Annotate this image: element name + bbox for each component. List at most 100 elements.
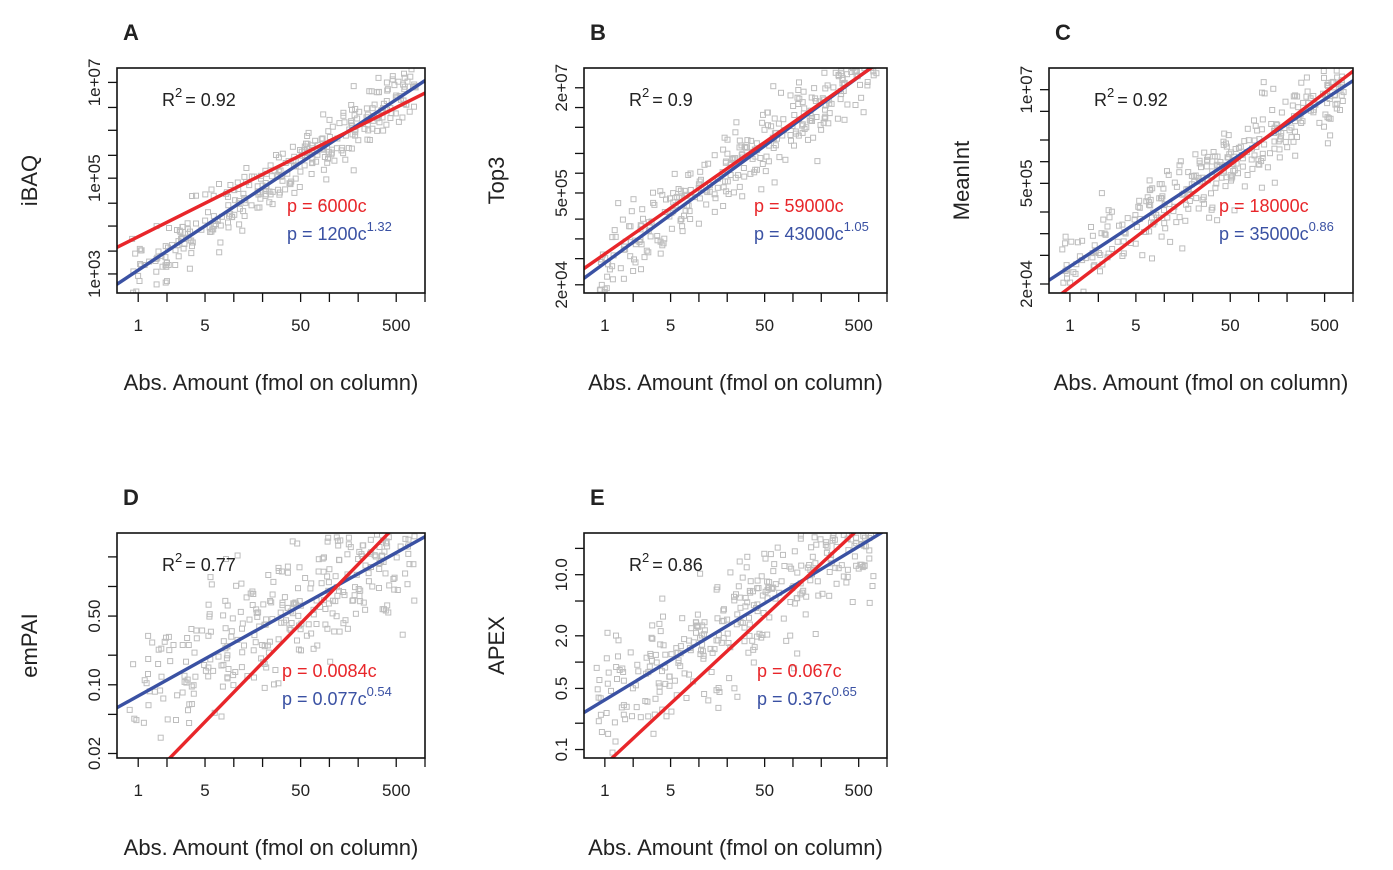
data-point bbox=[752, 166, 759, 173]
y-tick-label: 0.10 bbox=[85, 668, 104, 701]
data-point bbox=[741, 638, 748, 645]
data-point bbox=[335, 542, 342, 549]
data-point bbox=[216, 181, 222, 187]
data-point bbox=[325, 128, 332, 135]
data-point bbox=[295, 612, 302, 619]
data-point bbox=[199, 627, 206, 634]
data-point bbox=[229, 615, 236, 622]
y-tick-label: 0.1 bbox=[552, 738, 571, 762]
data-point bbox=[693, 629, 699, 636]
data-point bbox=[858, 561, 865, 568]
data-point bbox=[817, 536, 824, 543]
x-tick-label: 5 bbox=[666, 781, 675, 800]
data-point bbox=[141, 677, 148, 684]
data-point bbox=[1185, 169, 1192, 176]
data-point bbox=[383, 540, 389, 547]
data-point bbox=[324, 538, 331, 545]
data-point bbox=[190, 690, 197, 697]
data-point bbox=[759, 161, 766, 167]
data-point bbox=[754, 585, 761, 592]
data-point bbox=[641, 254, 648, 261]
data-point bbox=[350, 83, 357, 90]
data-point bbox=[254, 183, 261, 190]
data-point bbox=[248, 202, 255, 209]
data-point bbox=[225, 666, 232, 672]
data-point bbox=[326, 566, 333, 573]
data-point bbox=[768, 123, 775, 130]
data-point bbox=[832, 69, 839, 76]
data-point bbox=[807, 117, 814, 124]
data-point bbox=[254, 204, 261, 211]
data-point bbox=[340, 109, 347, 116]
x-axis: 1 5 50 500 bbox=[133, 758, 426, 800]
data-point bbox=[609, 276, 616, 283]
data-point bbox=[188, 701, 195, 707]
power-fit-line bbox=[117, 534, 425, 710]
data-point bbox=[1270, 85, 1277, 92]
x-tick-label: 5 bbox=[666, 316, 675, 335]
data-point bbox=[320, 111, 327, 118]
data-point bbox=[189, 243, 195, 250]
data-point bbox=[766, 579, 773, 586]
data-point bbox=[650, 189, 656, 196]
x-axis-label: Abs. Amount (fmol on column) bbox=[1054, 370, 1349, 395]
data-point bbox=[350, 167, 357, 174]
data-point bbox=[612, 233, 619, 240]
data-point bbox=[627, 649, 634, 656]
data-point bbox=[866, 599, 873, 606]
data-point bbox=[701, 691, 708, 697]
data-point bbox=[402, 535, 409, 542]
data-point bbox=[657, 238, 664, 245]
data-point bbox=[598, 729, 605, 735]
data-point bbox=[1176, 162, 1183, 169]
data-point bbox=[269, 591, 276, 598]
data-point bbox=[405, 536, 412, 543]
data-point bbox=[695, 623, 702, 630]
data-point bbox=[1161, 220, 1168, 227]
linear-fit-equation: p = 0.0084c bbox=[282, 661, 377, 681]
data-point bbox=[778, 89, 784, 96]
data-point bbox=[268, 173, 275, 180]
data-point bbox=[325, 534, 332, 541]
data-point bbox=[208, 581, 215, 588]
data-point bbox=[249, 602, 256, 608]
data-point bbox=[1097, 268, 1103, 275]
data-point bbox=[1074, 239, 1081, 246]
data-point bbox=[844, 566, 851, 573]
data-point bbox=[389, 76, 396, 83]
data-point bbox=[858, 94, 865, 101]
data-point bbox=[844, 101, 851, 108]
data-point bbox=[241, 173, 248, 180]
data-point bbox=[411, 533, 418, 540]
data-point bbox=[329, 146, 335, 153]
data-point bbox=[193, 627, 200, 634]
data-point bbox=[189, 193, 196, 199]
data-point bbox=[853, 68, 860, 74]
data-point bbox=[826, 592, 833, 599]
data-point bbox=[681, 636, 688, 643]
data-point bbox=[759, 119, 766, 126]
data-point bbox=[292, 599, 299, 606]
data-point bbox=[730, 189, 737, 196]
data-point bbox=[362, 606, 369, 613]
data-point bbox=[771, 561, 778, 568]
data-point bbox=[239, 620, 246, 627]
y-tick-label: 2.0 bbox=[552, 624, 571, 648]
data-point bbox=[720, 607, 727, 614]
data-point bbox=[1177, 158, 1184, 165]
x-tick-label: 5 bbox=[200, 781, 209, 800]
data-point bbox=[1158, 233, 1165, 240]
data-point bbox=[297, 168, 304, 175]
data-point bbox=[205, 664, 212, 671]
data-point bbox=[671, 170, 678, 177]
data-point bbox=[731, 685, 738, 692]
data-point bbox=[1095, 250, 1102, 256]
data-point bbox=[1239, 163, 1246, 170]
data-point bbox=[639, 206, 646, 213]
data-point bbox=[1211, 153, 1218, 160]
data-point bbox=[1286, 127, 1293, 134]
data-point bbox=[657, 641, 664, 648]
data-point bbox=[788, 565, 795, 572]
panel-letter: D bbox=[123, 485, 139, 510]
data-point bbox=[1072, 270, 1079, 277]
